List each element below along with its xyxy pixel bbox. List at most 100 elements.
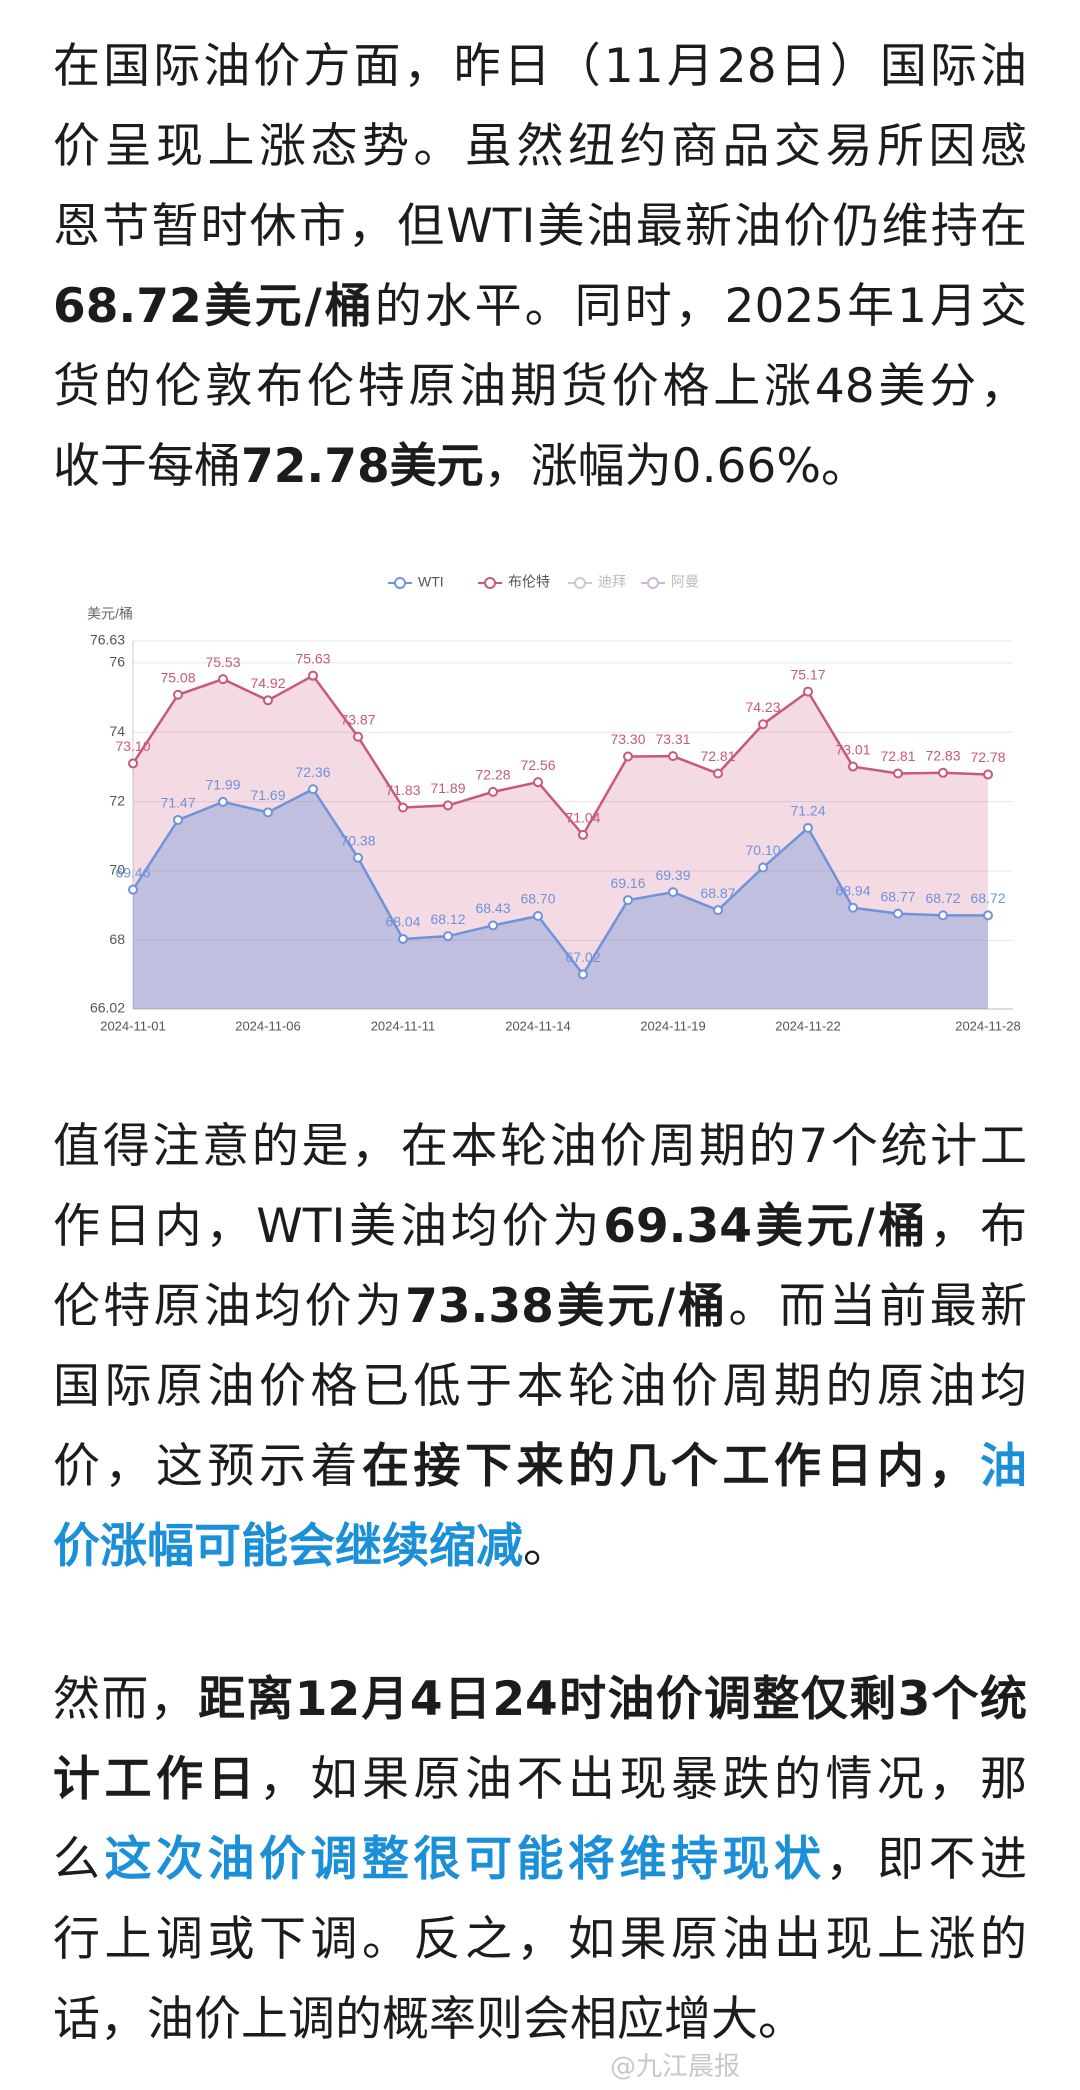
data-label: 73.10 (115, 738, 150, 754)
point (938, 910, 948, 921)
point (893, 908, 903, 919)
text-run: 在国际油价方面，昨日（11月28日）国际油 (53, 39, 1027, 94)
data-label: 75.53 (205, 654, 240, 670)
data-label: 71.47 (160, 795, 195, 811)
point (398, 933, 408, 944)
data-label: 72.56 (520, 757, 555, 773)
point (893, 768, 903, 779)
point (758, 862, 768, 873)
point (713, 768, 723, 779)
line (131, 674, 989, 838)
x-tick-label: 2024-11-22 (775, 1018, 841, 1033)
point (578, 969, 588, 980)
data-label: 68.72 (925, 890, 960, 906)
data-label: 73.31 (655, 731, 690, 747)
point (173, 689, 183, 700)
text-run: ，即不进 (825, 1832, 1028, 1887)
text-run: ，涨幅为0.66%。 (483, 439, 868, 494)
data-label: 68.87 (700, 885, 735, 901)
point (263, 695, 273, 706)
point (308, 784, 318, 795)
text-run: 国际原油价格已低于本轮油价周期的原油均 (53, 1359, 1027, 1414)
point (623, 751, 633, 762)
text-line: 价涨幅可能会继续缩减。 (53, 1507, 1027, 1587)
text-run: 。而当前最新 (728, 1279, 1028, 1334)
point (353, 852, 363, 863)
legend-label: 阿曼 (671, 574, 699, 590)
text-run: 作日内，WTI美油均价为 (53, 1199, 604, 1254)
text-run: 价，这预示着 (53, 1439, 362, 1494)
text-line: 价，这预示着在接下来的几个工作日内，油 (53, 1427, 1027, 1507)
data-label: 71.24 (790, 803, 825, 819)
data-label: 72.78 (970, 749, 1005, 765)
data-label: 70.38 (340, 832, 375, 848)
paragraph: 在国际油价方面，昨日（11月28日）国际油 价呈现上涨态势。虽然纽约商品交易所因感… (53, 27, 1027, 507)
text-run: 伦特原油均价为 (53, 1279, 406, 1334)
text-line: 价呈现上涨态势。虽然纽约商品交易所因感 (53, 107, 1027, 187)
x-tick-label: 2024-11-11 (371, 1018, 436, 1033)
point (353, 731, 363, 742)
point (848, 761, 858, 772)
data-label: 75.63 (295, 650, 330, 666)
point (803, 822, 813, 833)
x-tick-label: 2024-11-01 (100, 1018, 166, 1033)
text-run: 计工作日 (53, 1752, 259, 1807)
legend-marker (647, 577, 659, 589)
text-run: 货的伦敦布伦特原油期货价格上涨48美分， (53, 359, 1027, 414)
point (848, 902, 858, 913)
data-label: 68.04 (385, 914, 420, 930)
area (133, 675, 988, 1009)
point (443, 800, 453, 811)
text-line: 计工作日，如果原油不出现暴跌的情况，那 (53, 1740, 1027, 1820)
legend-marker (394, 577, 406, 589)
data-label: 67.02 (565, 949, 600, 965)
text-line: 行上调或下调。反之，如果原油出现上涨的 (53, 1900, 1027, 1980)
text-run: 价涨幅可能会继续缩减 (53, 1519, 523, 1574)
data-label: 69.46 (115, 864, 150, 880)
legend-marker (484, 577, 496, 589)
point (578, 829, 588, 840)
text-run: 价呈现上涨态势。虽然纽约商品交易所因感 (53, 119, 1027, 174)
text-line: 在国际油价方面，昨日（11月28日）国际油 (53, 27, 1027, 107)
y-tick-label: 76 (109, 654, 125, 670)
text-run: 么 (53, 1832, 105, 1887)
data-label: 72.36 (295, 764, 330, 780)
legend-label: WTI (418, 574, 444, 590)
text-line: 国际原油价格已低于本轮油价周期的原油均 (53, 1347, 1027, 1427)
text-run: 收于每桶 (53, 439, 241, 494)
text-run: 油 (980, 1439, 1027, 1494)
legend-label: 迪拜 (598, 574, 626, 590)
text-line: 恩节暂时休市，但WTI美油最新油价仍维持在 (53, 187, 1027, 267)
text-run: 这次油价调整很可能将维持现状 (104, 1832, 826, 1887)
y-tick-label: 70 (109, 862, 125, 878)
x-tick-label: 2024-11-06 (235, 1018, 301, 1033)
x-tick-label: 2024-11-28 (955, 1018, 1021, 1033)
point (128, 758, 138, 769)
data-label: 72.81 (880, 748, 915, 764)
point (713, 905, 723, 916)
text-run: ，如果原油不出现暴跌的情况，那 (259, 1752, 1027, 1807)
legend-label: 布伦特 (508, 574, 550, 590)
data-label: 74.23 (745, 699, 780, 715)
data-label: 68.43 (475, 900, 510, 916)
data-label: 75.17 (790, 666, 825, 682)
x-tick-label: 2024-11-14 (505, 1018, 571, 1033)
line (131, 787, 988, 977)
text-line: 然而，距离12月4日24时油价调整仅剩3个统 (53, 1660, 1027, 1740)
watermark: @九江晨报 (610, 2052, 741, 2082)
text-run: 值得注意的是，在本轮油价周期的7个统计工 (53, 1119, 1027, 1174)
text-run: 的水平。同时，2025年1月交 (374, 279, 1027, 334)
point (668, 751, 678, 762)
y-tick-label: 74 (109, 723, 125, 739)
chart: 美元/桶 66.02 68 70 72 74 76 76.63 2024-11-01 2024-… (87, 574, 1021, 1034)
data-label: 71.83 (385, 782, 420, 798)
x-tick-label: 2024-11-19 (640, 1018, 706, 1033)
y-tick-label: 72 (109, 792, 125, 808)
text-run: 行上调或下调。反之，如果原油出现上涨的 (53, 1912, 1027, 1967)
point (623, 895, 633, 906)
data-label: 72.83 (925, 748, 960, 764)
data-label: 70.10 (745, 842, 780, 858)
data-label: 72.81 (700, 748, 735, 764)
text-line: 么这次油价调整很可能将维持现状，即不进 (53, 1820, 1027, 1900)
